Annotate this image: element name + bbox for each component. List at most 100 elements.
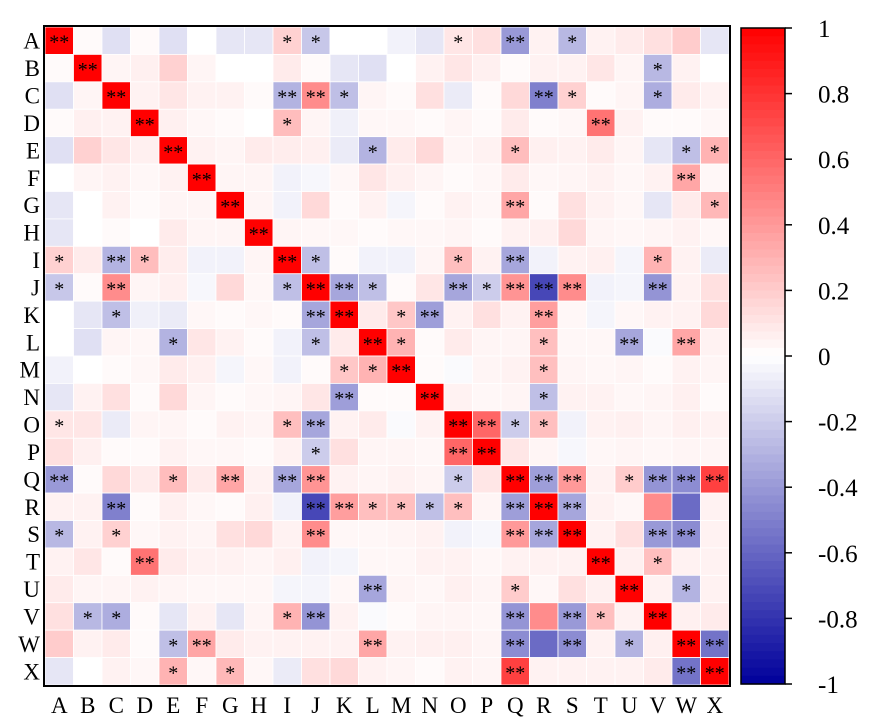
- significance-marker: **: [676, 470, 696, 492]
- heatmap-cell: [415, 602, 445, 631]
- heatmap-cell: [244, 218, 274, 247]
- significance-marker: *: [83, 607, 93, 629]
- significance-marker: **: [78, 59, 98, 81]
- heatmap-cell: [215, 547, 245, 576]
- heatmap-cell: [415, 465, 445, 494]
- heatmap-cell: [472, 355, 502, 384]
- heatmap-cell: [187, 108, 217, 138]
- heatmap-cell: [671, 108, 701, 138]
- colorbar-segment: [741, 290, 785, 300]
- heatmap-cell: [158, 273, 188, 302]
- significance-marker: *: [510, 580, 520, 602]
- heatmap-cell: [643, 245, 673, 275]
- heatmap-cell: [301, 300, 331, 329]
- heatmap-cell: [73, 26, 103, 55]
- heatmap-cell: [415, 574, 445, 604]
- significance-marker: **: [420, 306, 440, 328]
- heatmap-cell: [358, 465, 388, 494]
- colorbar-segment: [741, 651, 785, 660]
- x-tick-label: H: [250, 693, 267, 718]
- heatmap-cell: [187, 300, 217, 329]
- heatmap-cell: [614, 547, 644, 576]
- heatmap-cell: [415, 355, 445, 384]
- heatmap-cell: [44, 328, 74, 357]
- heatmap-cell: [557, 328, 587, 357]
- significance-marker: **: [562, 278, 582, 300]
- x-tick-label: V: [649, 693, 666, 718]
- heatmap-cell: [671, 383, 701, 412]
- heatmap-cell: [158, 437, 188, 467]
- heatmap-cell: [130, 191, 160, 220]
- significance-marker: **: [277, 251, 297, 273]
- significance-marker: *: [368, 141, 378, 163]
- significance-marker: *: [596, 607, 606, 629]
- heatmap-cell: [301, 383, 331, 412]
- heatmap-cell: [215, 410, 245, 439]
- heatmap-cell: [472, 383, 502, 412]
- heatmap-cell: [443, 574, 473, 604]
- significance-marker: **: [106, 278, 126, 300]
- heatmap-cell: [529, 410, 559, 439]
- heatmap-cell: [586, 81, 616, 110]
- colorbar-segment: [741, 216, 785, 226]
- heatmap-cell: [529, 163, 559, 192]
- heatmap-cell: [272, 410, 302, 439]
- heatmap-cell: [700, 273, 730, 302]
- significance-marker: **: [505, 32, 525, 54]
- heatmap-cell: [158, 300, 188, 329]
- heatmap-cell: [586, 300, 616, 329]
- heatmap-cell: [529, 437, 559, 467]
- significance-marker: **: [448, 278, 468, 300]
- heatmap-cell: [700, 602, 730, 631]
- significance-marker: *: [539, 416, 549, 438]
- heatmap-cell: [358, 574, 388, 604]
- heatmap-cell: [158, 245, 188, 275]
- heatmap-cell: [301, 273, 331, 302]
- significance-marker: **: [505, 498, 525, 520]
- significance-marker: **: [420, 388, 440, 410]
- y-tick-label: H: [23, 221, 40, 246]
- x-tick-label: A: [51, 693, 68, 718]
- heatmap-cell: [386, 245, 416, 275]
- heatmap-cell: [529, 54, 559, 83]
- heatmap-cell: [73, 437, 103, 467]
- heatmap-cell: [101, 602, 131, 631]
- heatmap-cell: [643, 54, 673, 83]
- heatmap-cell: [358, 520, 388, 549]
- significance-marker: *: [681, 141, 691, 163]
- heatmap-cell: [44, 383, 74, 412]
- heatmap-cell: [586, 629, 616, 658]
- heatmap-cell: [586, 410, 616, 439]
- heatmap-cell: [500, 328, 530, 357]
- significance-marker: *: [539, 361, 549, 383]
- heatmap-cell: [614, 273, 644, 302]
- heatmap-cell: [415, 108, 445, 138]
- heatmap-cell: [158, 410, 188, 439]
- heatmap-cell: [272, 492, 302, 521]
- heatmap-cell: [73, 383, 103, 412]
- heatmap-cell: [415, 629, 445, 658]
- heatmap-cell: [472, 328, 502, 357]
- heatmap-cell: [187, 492, 217, 521]
- colorbar-segment: [741, 585, 785, 595]
- heatmap-cell: [671, 437, 701, 467]
- significance-marker: *: [482, 278, 492, 300]
- heatmap-cell: [101, 465, 131, 494]
- heatmap-cell: [44, 602, 74, 631]
- heatmap-cell: [329, 136, 359, 165]
- heatmap-cell: [643, 81, 673, 110]
- significance-marker: *: [539, 333, 549, 355]
- heatmap-cell: [187, 163, 217, 192]
- colorbar-segment: [741, 118, 785, 127]
- significance-marker: *: [311, 443, 321, 465]
- heatmap-cell: [187, 437, 217, 467]
- heatmap-cell: [130, 245, 160, 275]
- heatmap-cell: [472, 108, 502, 138]
- colorbar-segment: [741, 634, 785, 644]
- y-tick-label: B: [25, 56, 40, 81]
- heatmap-cell: [614, 602, 644, 631]
- heatmap-cell: [215, 54, 245, 83]
- significance-marker: **: [49, 470, 69, 492]
- colorbar-tick-label: -0.6: [818, 541, 858, 568]
- heatmap-cell: [73, 191, 103, 220]
